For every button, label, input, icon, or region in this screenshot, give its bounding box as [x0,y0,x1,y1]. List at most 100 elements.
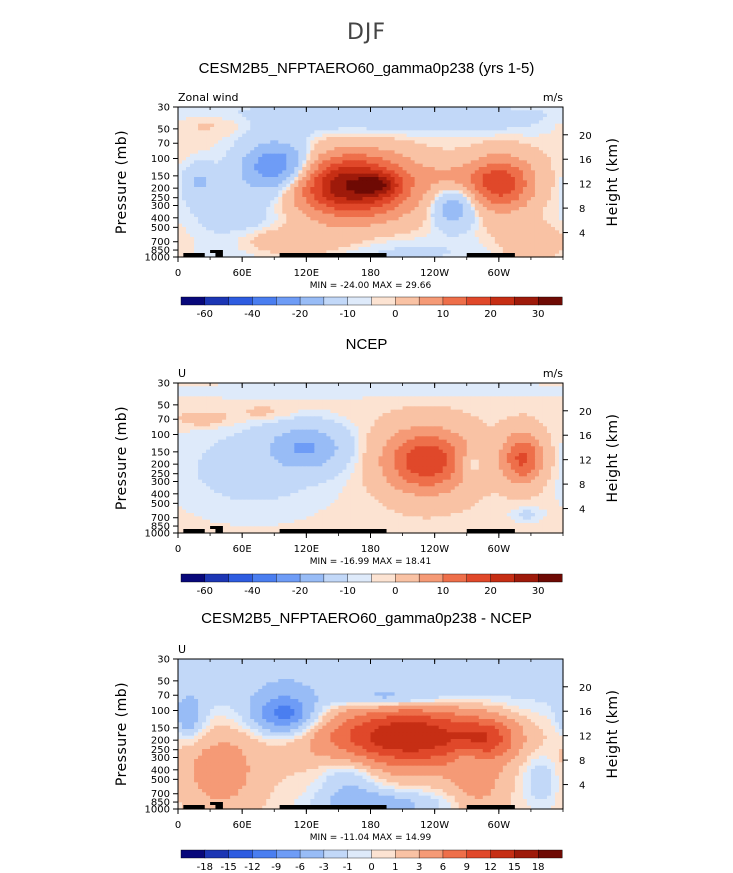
heat-cell [494,143,500,148]
heat-cell [294,240,299,245]
heat-cell [254,383,259,387]
heat-cell [546,217,552,221]
heat-cell [378,140,384,145]
heat-cell [326,200,331,205]
heat-cell [374,133,380,138]
heat-cell [218,153,223,158]
heat-cell [194,160,199,165]
heat-cell [390,160,396,165]
heat-cell [350,399,356,404]
heat-cell [362,230,368,235]
heat-cell [262,253,267,258]
heat-cell [318,170,323,175]
heat-cell [298,147,303,151]
heat-cell [346,250,352,255]
heat-cell [550,250,556,255]
heat-cell [362,160,368,165]
heat-cell [470,200,476,205]
heat-cell [278,250,283,255]
heat-cell [486,123,492,128]
heat-cell [218,383,223,387]
heat-cell [238,160,243,165]
heat-cell [330,117,336,121]
heat-cell [222,217,227,221]
heat-cell [310,157,315,161]
heat-cell [370,217,376,221]
heat-cell [414,386,420,391]
heat-cell [410,160,416,165]
heat-cell [278,187,283,191]
heat-cell [446,227,452,231]
heat-cell [266,197,271,201]
heat-cell [226,240,231,245]
heat-cell [346,150,352,155]
heat-cell [450,110,456,115]
heat-cell [222,190,227,195]
heat-cell [394,187,400,191]
heat-cell [318,160,323,165]
heat-cell [546,200,552,205]
heat-cell [402,163,408,168]
heat-cell [450,163,456,168]
heat-cell [206,157,211,161]
heat-cell [558,210,564,215]
heat-cell [442,399,448,404]
heat-cell [330,396,336,401]
heat-cell [194,207,199,211]
heat-cell [206,237,211,241]
heat-cell [218,197,223,201]
heat-cell [358,399,364,404]
heat-cell [214,137,219,141]
heat-cell [538,137,544,141]
heat-cell [226,230,231,235]
heat-cell [422,386,428,391]
heat-cell [458,200,464,205]
heat-cell [246,237,251,241]
heat-cell [530,120,536,125]
heat-cell [446,213,452,218]
heat-cell [418,253,424,258]
heat-cell [294,117,299,121]
heat-cell [498,217,504,221]
heat-cell [514,110,520,115]
heat-cell [258,187,263,191]
heat-cell [386,200,392,205]
heat-cell [534,240,540,245]
heat-cell [414,247,420,251]
heat-cell [498,113,504,118]
heat-cell [298,183,303,188]
heat-cell [366,203,372,208]
heat-cell [506,140,512,145]
heat-cell [558,183,564,188]
heat-cell [182,220,187,225]
heat-cell [242,240,247,245]
heat-cell [466,399,472,404]
heat-cell [450,200,456,205]
heat-cell [442,250,448,255]
heat-cell [190,117,195,121]
heat-cell [434,240,440,245]
heat-cell [310,170,315,175]
heat-cell [206,150,211,155]
heat-cell [358,203,364,208]
heat-cell [522,187,528,191]
heat-cell [506,177,512,181]
heat-cell [294,203,299,208]
heat-cell [446,120,452,125]
heat-cell [554,190,560,195]
heat-cell [506,180,512,185]
heat-cell [226,107,231,111]
heat-cell [326,193,331,198]
heat-cell [202,207,207,211]
heat-cell [230,177,235,181]
heat-cell [230,180,235,185]
heat-cell [214,197,219,201]
heat-cell [242,143,247,148]
heat-cell [470,190,476,195]
heat-cell [494,180,500,185]
heat-cell [478,120,484,125]
heat-cell [386,227,392,231]
heat-cell [250,210,255,215]
heat-cell [374,173,380,178]
heat-cell [502,207,508,211]
